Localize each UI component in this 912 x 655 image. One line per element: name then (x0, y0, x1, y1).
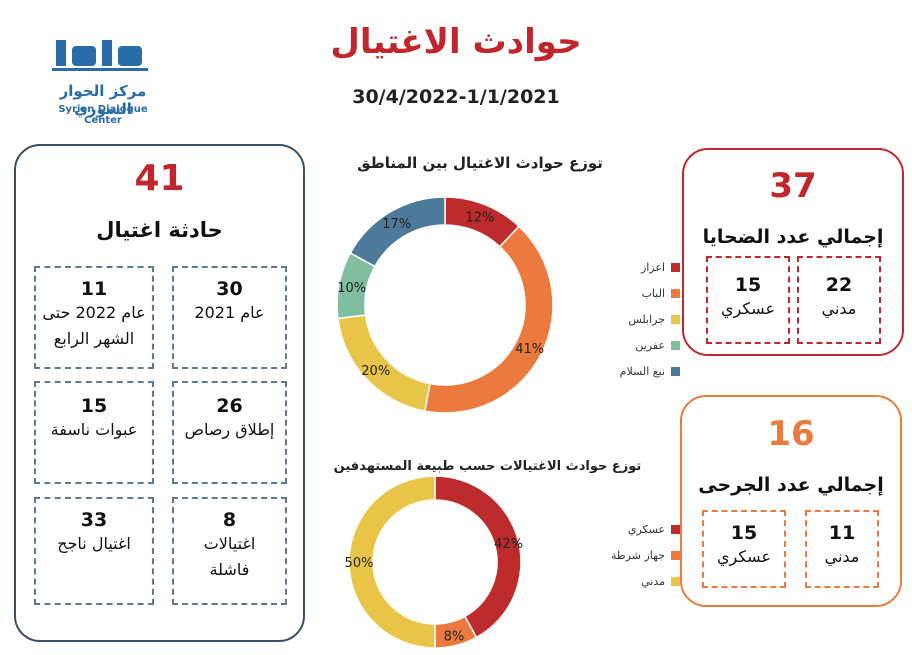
chart1-data-label-2: 20% (361, 364, 390, 379)
chart1-legend-label-4: نبع السلام (619, 364, 665, 378)
victims-total: 37 (769, 166, 817, 206)
chart1-legend-item-2: جرابلس (628, 311, 680, 327)
logo-arabic-text: مركز الحوار السوري (59, 82, 147, 118)
victims-cell-civilian: 22 مدني (797, 256, 881, 344)
chart1-legend: اعزاز الباب جرابلس عفرين نبع السلام (590, 259, 680, 389)
chart1-legend-item-0: اعزاز (641, 259, 680, 275)
incidents-panel (14, 144, 305, 642)
logo-english-text: Syrian Dialogue Center (58, 104, 148, 126)
chart1-legend-item-4: نبع السلام (620, 363, 680, 379)
chart1-slice-1 (423, 225, 554, 414)
incidents-cell-failed: 8 اغتيالات فاشلة (172, 497, 287, 605)
chart1-donut: 12% 41% 20% 10% 17% (336, 196, 554, 414)
chart2-data-label-2: 50% (345, 556, 374, 571)
chart2-legend: عسكري جهاز شرطة مدني (590, 521, 680, 601)
chart1-title: توزع حوادث الاغتيال بين المناطق (357, 154, 603, 172)
chart1-legend-item-3: عفرين (635, 337, 680, 353)
chart2-donut: 42% 8% 50% (345, 475, 523, 649)
chart2-legend-item-0: عسكري (628, 521, 680, 537)
logo: مركز الحوار السوري Syrian Dialogue Cente… (38, 32, 168, 126)
incidents-total: 41 (134, 158, 185, 199)
chart1-data-label-4: 17% (382, 217, 411, 232)
incidents-total-label: حادثة اغتيال (96, 218, 223, 242)
victims-cell-military: 15 عسكري (706, 256, 790, 344)
chart2-legend-label-0: عسكري (627, 522, 665, 536)
chart2-legend-swatch-2 (671, 576, 680, 586)
date-range: 30/4/2022-1/1/2021 (352, 86, 560, 108)
chart2-data-label-0: 42% (494, 537, 523, 552)
incidents-cell-explosives: 15 عبوات ناسفة (34, 381, 154, 484)
injured-cell-civilian: 11 مدني (805, 510, 879, 588)
victims-label: إجمالي عدد الضحايا (702, 226, 884, 248)
chart1-legend-swatch-2 (671, 314, 680, 324)
chart2-legend-label-1: جهاز شرطة (611, 548, 665, 562)
chart1-legend-item-1: الباب (642, 285, 680, 301)
incidents-cell-2021: 30 عام 2021 (172, 266, 287, 369)
chart2-slice-2 (348, 475, 436, 649)
injured-cell-military: 15 عسكري (702, 510, 786, 588)
page-title: حوادث الاغتيال (330, 22, 582, 62)
chart1-legend-swatch-4 (671, 366, 680, 376)
incidents-cell-successful: 33 اغتيال ناجح (34, 497, 154, 605)
chart2-legend-swatch-0 (671, 524, 680, 534)
chart1-legend-label-2: جرابلس (628, 312, 665, 326)
injured-total: 16 (767, 414, 815, 454)
chart1-legend-swatch-0 (671, 262, 680, 272)
chart2-slice-0 (434, 475, 522, 639)
chart2-legend-label-2: مدني (641, 574, 665, 588)
chart1-legend-swatch-1 (671, 288, 680, 298)
chart2-legend-item-2: مدني (641, 573, 680, 589)
injured-label: إجمالي عدد الجرحى (698, 474, 884, 496)
chart1-legend-swatch-3 (671, 340, 680, 350)
chart1-legend-label-3: عفرين (635, 338, 665, 352)
victims-panel (682, 148, 904, 356)
incidents-cell-2022: 11 عام 2022 حتى الشهر الرابع (34, 266, 154, 369)
chart1-legend-label-1: الباب (641, 286, 665, 300)
chart2-data-label-1: 8% (444, 630, 465, 645)
chart1-data-label-3: 10% (337, 281, 366, 296)
chart1-data-label-1: 41% (515, 342, 544, 357)
incidents-cell-shooting: 26 إطلاق رصاص (172, 381, 287, 484)
chart1-data-label-0: 12% (466, 211, 495, 226)
chart1-legend-label-0: اعزاز (640, 260, 665, 274)
chart2-legend-swatch-1 (671, 550, 680, 560)
logo-mark-icon (52, 40, 148, 71)
injured-panel (680, 395, 902, 607)
chart2-title: توزع حوادث الاغتيالات حسب طبيعة المستهدف… (333, 459, 642, 474)
chart1-slice-4 (349, 196, 446, 268)
chart2-legend-item-1: جهاز شرطة (611, 547, 680, 563)
